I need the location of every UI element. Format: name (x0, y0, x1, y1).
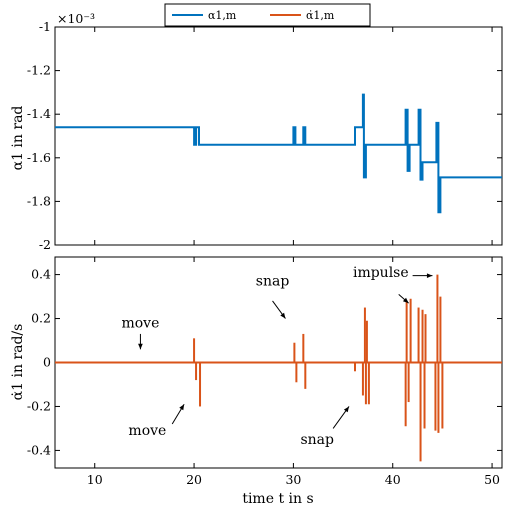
legend-label-2: α̇1,m (306, 9, 335, 22)
exponent-label: ×10⁻³ (57, 11, 95, 26)
top-y-axis-label: α1 in rad (10, 106, 26, 171)
arrow-impulse-1-head (426, 273, 433, 279)
legend: α1,m α̇1,m (164, 3, 371, 27)
annotation-label: impulse (353, 265, 409, 281)
arrow-impulse-2-head (402, 297, 409, 304)
top-axes-frame (54, 26, 503, 246)
top-panel: ×10⁻³ -1 -1.2 -1.4 -1.6 -1.8 -2 α1 in rad (10, 11, 503, 252)
legend-box (164, 3, 371, 27)
x-tick-label: 10 (87, 472, 103, 487)
annotation-label: move (128, 423, 166, 439)
top-x-ticks (94, 27, 493, 245)
bottom-y-axis-label: α̇1 in rad/s (10, 324, 26, 401)
top-y-tick-label: -1.2 (27, 63, 51, 78)
bottom-y-tick-label: -0.4 (27, 442, 51, 457)
bottom-x-ticks: 10 20 30 40 50 (87, 257, 500, 487)
arrow-snap-1-head (280, 312, 286, 319)
bottom-panel: 0.4 0.2 0 -0.2 -0.4 10 20 30 40 50 move move snap s… (10, 256, 503, 507)
annotation-label: move (121, 315, 159, 331)
top-y-tick-label: -1.4 (27, 106, 51, 121)
annotation-label: snap (256, 274, 290, 290)
top-y-ticks: -1 -1.2 -1.4 -1.6 -1.8 -2 (27, 19, 502, 252)
bottom-y-ticks: 0.4 0.2 0 -0.2 -0.4 (27, 267, 502, 457)
bottom-y-tick-label: 0.4 (31, 267, 51, 282)
x-tick-label: 30 (285, 472, 301, 487)
arrow-move-1-head (138, 343, 143, 350)
bottom-y-tick-label: 0.2 (31, 311, 51, 326)
top-y-tick-label: -1 (39, 19, 51, 34)
top-y-tick-label: -1.6 (27, 150, 51, 165)
annotation-label: snap (300, 432, 334, 448)
arrow-snap-2-head (343, 406, 350, 413)
x-axis-label: time t in s (242, 491, 313, 507)
x-tick-label: 50 (484, 472, 500, 487)
bottom-y-tick-label: 0 (43, 355, 51, 370)
top-y-tick-label: -2 (39, 237, 51, 252)
annotations: move move snap snap impulse (121, 265, 433, 448)
series-spikes-alpha-dot (193, 274, 444, 462)
x-tick-label: 40 (385, 472, 401, 487)
arrow-move-2-head (179, 404, 185, 411)
series-line-alpha (55, 93, 502, 214)
bottom-y-tick-label: -0.2 (27, 398, 51, 413)
legend-label-1: α1,m (208, 9, 237, 22)
top-y-tick-label: -1.8 (27, 193, 51, 208)
x-tick-label: 20 (186, 472, 202, 487)
